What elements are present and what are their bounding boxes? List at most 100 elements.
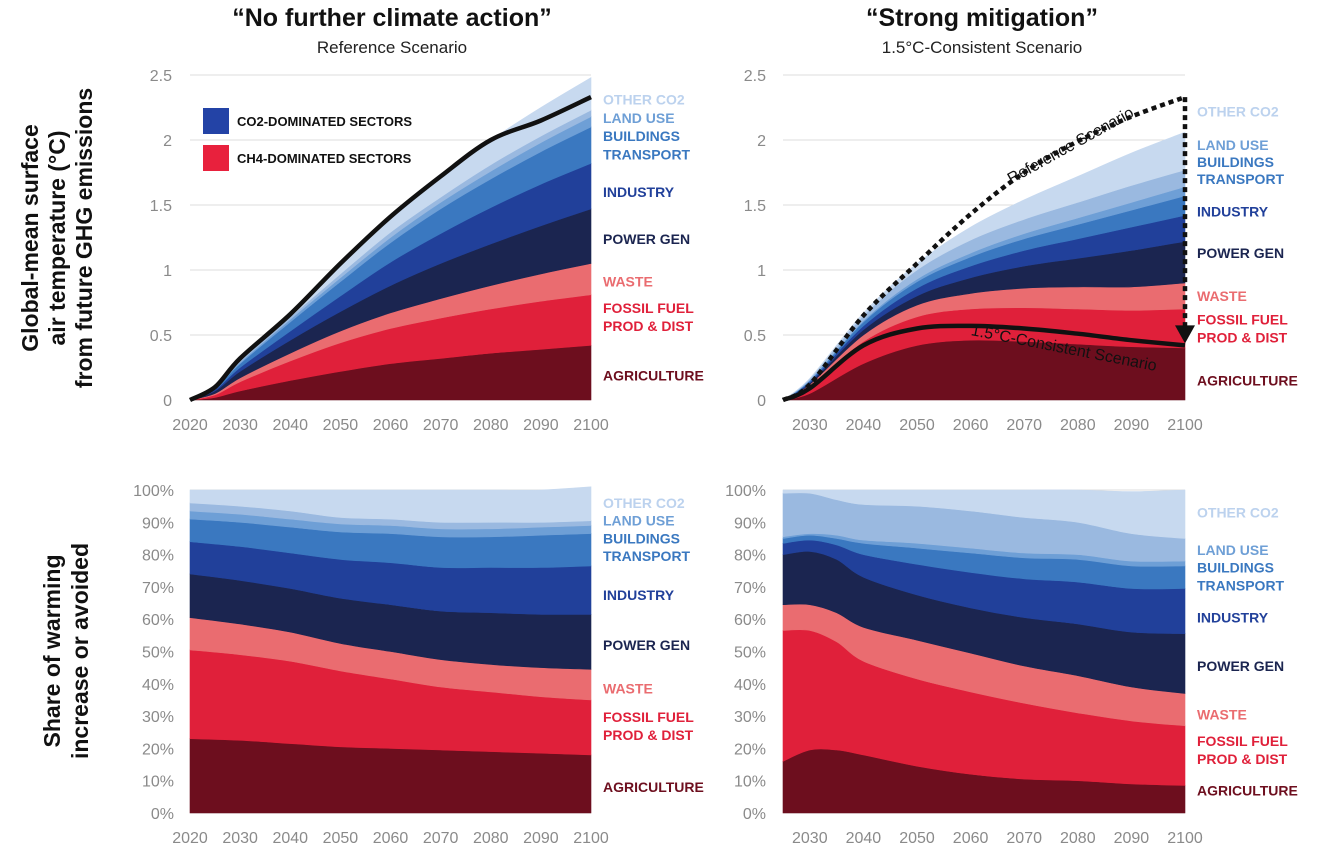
- y-tick-label: 70%: [734, 580, 766, 597]
- top-row-y-title: Global-mean surface air temperature (°C)…: [17, 88, 97, 388]
- x-tick-label: 2020: [172, 417, 208, 434]
- y-tick-label: 2.5: [744, 68, 766, 85]
- sector-label-power-gen: POWER GEN: [603, 231, 690, 247]
- sector-label-agriculture: AGRICULTURE: [1197, 373, 1298, 389]
- x-tick-label: 2040: [846, 830, 882, 847]
- x-tick-label: 2070: [1006, 830, 1042, 847]
- sector-label-industry: INDUSTRY: [603, 587, 675, 603]
- x-tick-label: 2100: [573, 417, 609, 434]
- y-tick-label: 20%: [734, 741, 766, 758]
- y-tick-label: 0: [757, 393, 766, 410]
- sector-label-transport: TRANSPORT: [603, 146, 691, 162]
- sector-label-power-gen: POWER GEN: [1197, 658, 1284, 674]
- sector-label-buildings: BUILDINGS: [603, 530, 680, 546]
- y-tick-label: 70%: [142, 580, 174, 597]
- y-tick-label: 0.5: [744, 328, 766, 345]
- y-tick-label: 60%: [142, 612, 174, 629]
- sector-label-other-co2: OTHER CO2: [1197, 103, 1279, 119]
- sector-label-waste: WASTE: [1197, 288, 1247, 304]
- sector-label-transport: TRANSPORT: [1197, 577, 1285, 593]
- y-tick-label: 2: [757, 133, 766, 150]
- y-tick-label: 50%: [734, 645, 766, 662]
- sector-label-prod-dist: PROD & DIST: [603, 727, 694, 743]
- total-warming-curve: [188, 95, 592, 403]
- bottom-row-y-title: Share of warming increase or avoided: [39, 543, 93, 759]
- y-tick-label: 0.5: [150, 328, 172, 345]
- y-tick-label: 80%: [734, 548, 766, 565]
- y-tick-label: 50%: [142, 645, 174, 662]
- sector-label-power-gen: POWER GEN: [603, 637, 690, 653]
- top-y-title-line-2: air temperature (°C): [44, 131, 70, 346]
- x-tick-label: 2080: [1060, 417, 1096, 434]
- y-tick-label: 100%: [133, 483, 174, 500]
- panel-bottom-left: 0% 10% 20% 30% 40% 50% 60% 70% 80% 90% 100% 2020 203…: [133, 483, 704, 847]
- y-tick-labels: 0 0.5 1 1.5 2 2.5: [150, 68, 172, 410]
- stacked-areas: [189, 77, 592, 401]
- x-tick-label: 2090: [523, 830, 559, 847]
- left-column-subtitle: Reference Scenario: [317, 38, 467, 57]
- x-tick-label: 2050: [323, 417, 359, 434]
- legend: CO2-DOMINATED SECTORS CH4-DOMINATED SECT…: [203, 108, 412, 171]
- y-tick-label: 10%: [142, 774, 174, 791]
- x-tick-label: 2070: [423, 830, 459, 847]
- x-tick-label: 2060: [373, 417, 409, 434]
- legend-co2-label: CO2-DOMINATED SECTORS: [237, 114, 412, 129]
- area-other-co2: [782, 489, 1186, 539]
- sector-label-prod-dist: PROD & DIST: [1197, 751, 1288, 767]
- area-other-co2: [189, 486, 592, 523]
- x-tick-label: 2070: [423, 417, 459, 434]
- panel-bottom-right: 0% 10% 20% 30% 40% 50% 60% 70% 80% 90% 100% 2030 204…: [725, 483, 1298, 847]
- sector-label-prod-dist: PROD & DIST: [1197, 330, 1288, 346]
- legend-ch4-label: CH4-DOMINATED SECTORS: [237, 151, 412, 166]
- y-tick-label: 0: [163, 393, 172, 410]
- sector-label-transport: TRANSPORT: [603, 548, 691, 564]
- sector-label-other-co2: OTHER CO2: [603, 495, 685, 511]
- x-tick-label: 2050: [899, 830, 935, 847]
- y-tick-labels: 0% 10% 20% 30% 40% 50% 60% 70% 80% 90% 100%: [133, 483, 174, 823]
- sector-label-agriculture: AGRICULTURE: [1197, 782, 1298, 798]
- x-tick-label: 2080: [473, 830, 509, 847]
- x-tick-labels: 2030 2040 2050 2060 2070 2080 2090 2100: [792, 830, 1203, 847]
- x-tick-label: 2060: [953, 830, 989, 847]
- y-tick-label: 40%: [142, 677, 174, 694]
- x-tick-label: 2060: [373, 830, 409, 847]
- bottom-y-title-line-1: Share of warming: [39, 555, 65, 748]
- sector-label-fossil-fuel: FOSSIL FUEL: [603, 300, 694, 316]
- sector-label-buildings: BUILDINGS: [1197, 560, 1274, 576]
- y-tick-label: 100%: [725, 483, 766, 500]
- legend-ch4-swatch: [203, 145, 229, 171]
- x-tick-label: 2090: [1114, 417, 1150, 434]
- panel-top-left: 0 0.5 1 1.5 2 2.5 2020 2030 2040 2050 2060 2070 2080…: [150, 68, 704, 434]
- y-tick-label: 1: [163, 263, 172, 280]
- sector-label-industry: INDUSTRY: [1197, 610, 1269, 626]
- x-tick-label: 2040: [846, 417, 882, 434]
- y-tick-label: 0%: [743, 806, 766, 823]
- x-tick-label: 2050: [323, 830, 359, 847]
- y-tick-labels: 0% 10% 20% 30% 40% 50% 60% 70% 80% 90% 100%: [725, 483, 766, 823]
- sector-label-land-use: LAND USE: [1197, 137, 1269, 153]
- sector-label-buildings: BUILDINGS: [1197, 154, 1274, 170]
- y-tick-label: 20%: [142, 741, 174, 758]
- x-tick-label: 2050: [899, 417, 935, 434]
- sector-label-fossil-fuel: FOSSIL FUEL: [1197, 733, 1288, 749]
- x-tick-labels: 2020 2030 2040 2050 2060 2070 2080 2090 2100: [172, 417, 609, 434]
- x-tick-label: 2080: [473, 417, 509, 434]
- bottom-y-title-line-2: increase or avoided: [67, 543, 93, 759]
- x-tick-labels: 2030 2040 2050 2060 2070 2080 2090 2100: [792, 417, 1203, 434]
- x-tick-label: 2030: [222, 830, 258, 847]
- y-tick-labels: 0 0.5 1 1.5 2 2.5: [744, 68, 766, 410]
- sector-label-agriculture: AGRICULTURE: [603, 367, 704, 383]
- x-tick-label: 2100: [1167, 830, 1203, 847]
- sector-label-land-use: LAND USE: [603, 513, 675, 529]
- x-tick-label: 2080: [1060, 830, 1096, 847]
- sector-label-prod-dist: PROD & DIST: [603, 318, 694, 334]
- x-tick-label: 2030: [222, 417, 258, 434]
- sector-label-transport: TRANSPORT: [1197, 171, 1285, 187]
- top-y-title-line-3: from future GHG emissions: [71, 88, 97, 388]
- sector-label-agriculture: AGRICULTURE: [603, 779, 704, 795]
- y-tick-label: 1: [757, 263, 766, 280]
